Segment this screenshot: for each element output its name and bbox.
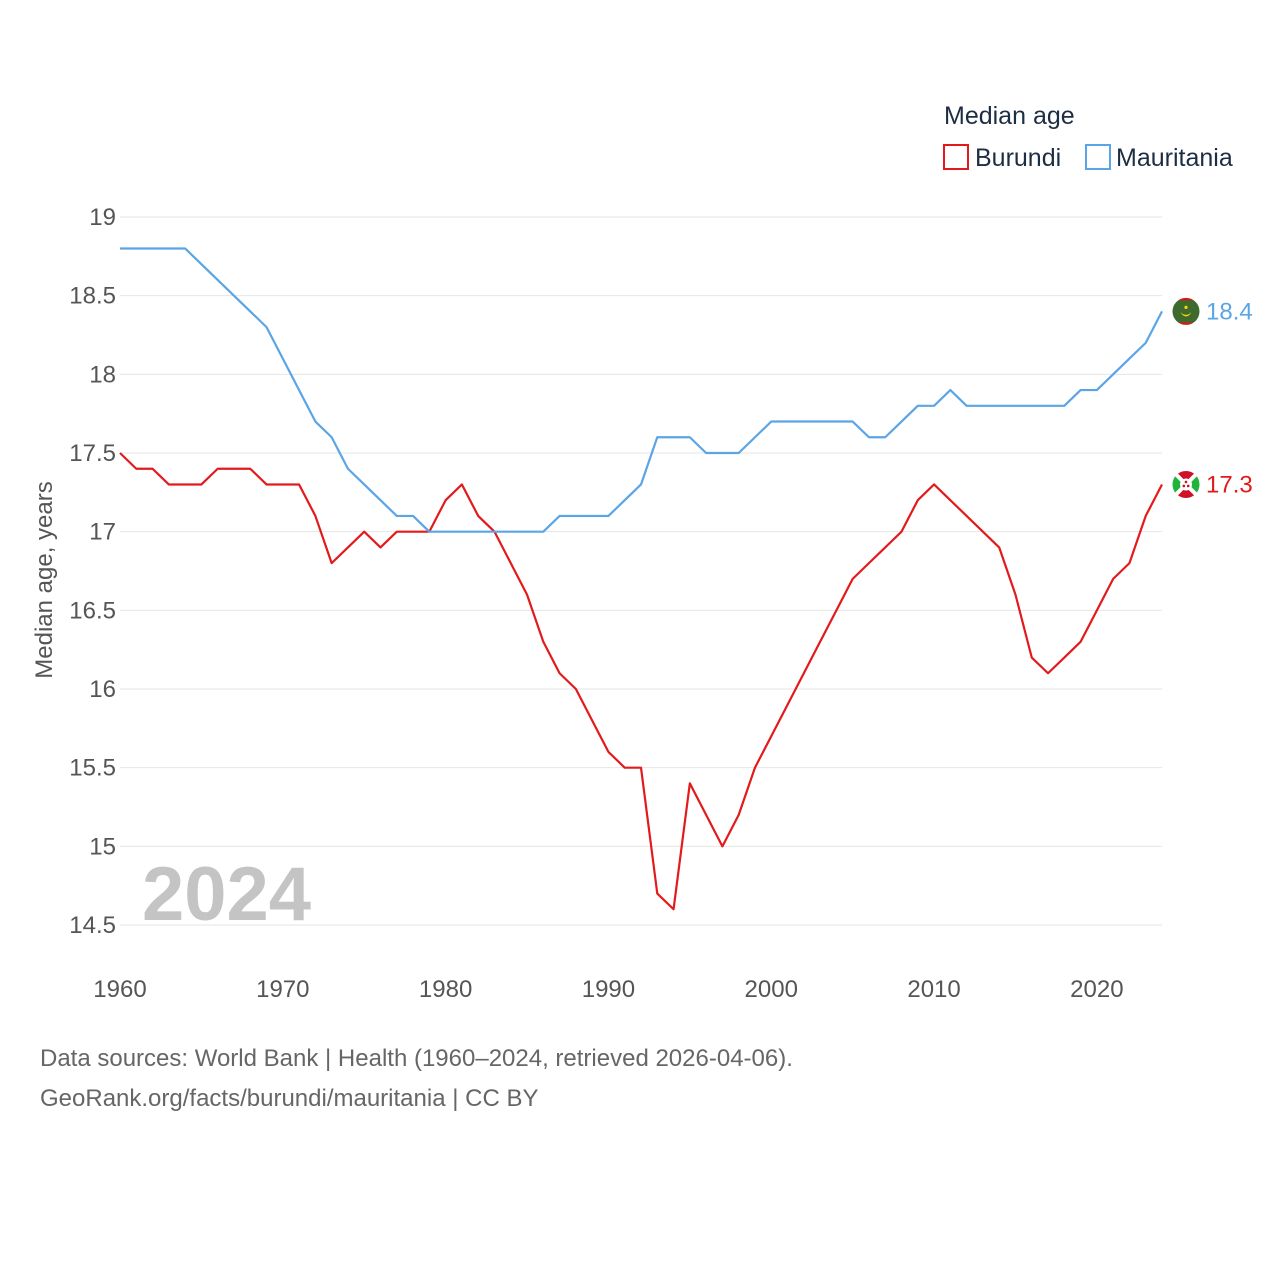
footer-sources: Data sources: World Bank | Health (1960–…	[40, 1045, 793, 1072]
x-tick-label: 1990	[582, 976, 635, 1003]
series-end-markers: 17.3 18.4	[1171, 296, 1253, 499]
legend-label-mauritania: Mauritania	[1116, 144, 1233, 172]
x-tick-label: 2000	[745, 976, 798, 1003]
legend: Median age Burundi Mauritania	[943, 102, 1233, 172]
y-tick-label: 15.5	[69, 755, 116, 782]
end-value-label-mauritania: 18.4	[1206, 298, 1253, 325]
x-tick-label: 1960	[93, 976, 146, 1003]
y-tick-label: 17	[89, 519, 116, 546]
flag-burundi-icon	[1171, 469, 1201, 499]
x-tick-label: 1980	[419, 976, 472, 1003]
legend-swatch-burundi	[943, 144, 969, 170]
x-axis-ticks: 1960 1970 1980 1990 2000 2010 2020	[93, 976, 1123, 1003]
y-tick-label: 14.5	[69, 912, 116, 939]
y-tick-label: 16.5	[69, 597, 116, 624]
legend-title: Median age	[944, 102, 1075, 130]
y-tick-label: 16	[89, 676, 116, 703]
footer-credit: GeoRank.org/facts/burundi/mauritania | C…	[40, 1085, 539, 1112]
legend-label-burundi: Burundi	[975, 144, 1061, 172]
year-watermark: 2024	[142, 852, 311, 937]
y-tick-label: 15	[89, 833, 116, 860]
y-tick-label: 19	[89, 204, 116, 231]
y-tick-label: 17.5	[69, 440, 116, 467]
x-tick-label: 1970	[256, 976, 309, 1003]
gridlines	[120, 216, 1162, 926]
x-tick-label: 2010	[907, 976, 960, 1003]
y-axis-label: Median age, years	[31, 481, 58, 678]
y-tick-label: 18	[89, 361, 116, 388]
series-line-burundi	[119, 452, 1163, 911]
end-value-label-burundi: 17.3	[1206, 471, 1253, 498]
legend-swatch-mauritania	[1085, 144, 1111, 170]
x-tick-label: 2020	[1070, 976, 1123, 1003]
y-axis-ticks: 14.5 15 15.5 16 16.5 17 17.5 18 18.5 19	[69, 204, 116, 939]
y-tick-label: 18.5	[69, 283, 116, 310]
series-line-mauritania	[120, 247, 1163, 533]
flag-mauritania-icon	[1171, 296, 1201, 326]
series-lines	[119, 247, 1163, 911]
